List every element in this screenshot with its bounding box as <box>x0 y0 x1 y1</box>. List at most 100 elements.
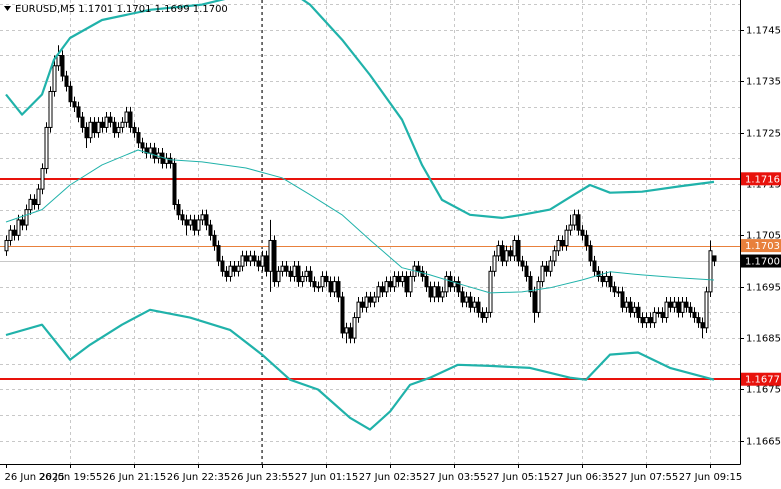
candle-body <box>356 301 361 319</box>
x-tick-label: 26 Jun 22:35 <box>167 472 231 483</box>
axes: 1.17451.17351.17251.17151.17051.16951.16… <box>5 26 781 483</box>
candle-body <box>152 147 157 159</box>
price-level-label: 1.1677 <box>745 375 780 386</box>
candle-body <box>200 214 205 221</box>
candle-body <box>180 214 185 221</box>
x-tick-label: 27 Jun 09:15 <box>679 472 743 483</box>
candle-body <box>220 260 225 272</box>
candle-body <box>592 260 597 272</box>
candle-body <box>260 255 265 267</box>
candle-body <box>428 286 433 298</box>
candle-body <box>584 234 589 247</box>
candle-body <box>660 311 665 319</box>
candle-body <box>72 101 77 108</box>
candle-body <box>400 275 405 283</box>
candle-body <box>576 214 581 231</box>
menu-arrow <box>4 6 11 11</box>
price-level-box <box>741 254 781 268</box>
x-tick-label: 27 Jun 05:15 <box>487 472 551 483</box>
candle-body <box>8 229 13 241</box>
candle-body <box>404 275 409 293</box>
x-tick-label: 27 Jun 06:35 <box>551 472 615 483</box>
candle-body <box>348 327 353 339</box>
candle-body <box>624 301 629 308</box>
candle-body <box>192 219 197 231</box>
y-tick-label: 1.1665 <box>746 437 781 448</box>
candle-body <box>384 281 389 293</box>
candle-body <box>280 265 285 272</box>
x-tick-label: 27 Jun 07:55 <box>615 472 679 483</box>
candle-body <box>572 214 577 226</box>
candle-body <box>456 281 461 293</box>
candle-body <box>248 255 253 262</box>
candle-body <box>588 245 593 262</box>
candle-body <box>116 126 121 134</box>
candle-body <box>556 239 561 252</box>
candle-body <box>228 265 233 277</box>
price-level-label: 1.1703 <box>745 241 780 252</box>
plot-area <box>0 0 740 431</box>
candle-body <box>656 311 661 314</box>
candle-body <box>376 286 381 298</box>
candle-body <box>512 239 517 257</box>
candle-body <box>24 209 29 226</box>
candle-body <box>528 275 533 293</box>
candle-body <box>608 275 613 288</box>
candle-body <box>240 255 245 267</box>
candle-body <box>464 296 469 303</box>
candle-body <box>308 270 313 283</box>
candle-body <box>596 270 601 277</box>
candle-body <box>224 270 229 277</box>
candle-body <box>408 275 413 293</box>
candle-body <box>344 327 349 334</box>
candle-body <box>48 90 53 128</box>
candle-body <box>520 260 525 267</box>
candle-body <box>288 270 293 277</box>
candle-body <box>696 317 701 324</box>
candle-body <box>560 239 565 247</box>
candle-body <box>632 306 637 313</box>
candle-body <box>188 219 193 226</box>
candle-body <box>32 198 37 206</box>
candle-body <box>44 126 49 170</box>
candle-body <box>564 229 569 247</box>
candle-body <box>396 275 401 283</box>
candle-body <box>148 147 153 154</box>
candle-body <box>480 311 485 319</box>
candle-body <box>544 265 549 272</box>
candle-body <box>424 275 429 288</box>
candle-body <box>568 224 573 231</box>
candle-body <box>636 306 641 319</box>
candle-body <box>300 275 305 283</box>
candle-body <box>120 121 125 128</box>
candle-body <box>52 65 57 92</box>
candle-body <box>136 132 141 144</box>
candle-body <box>692 311 697 319</box>
candle-body <box>420 270 425 277</box>
candle-body <box>388 281 393 288</box>
candle-body <box>392 275 397 288</box>
y-tick-label: 1.1725 <box>746 129 781 140</box>
candle-body <box>40 168 45 190</box>
candle-body <box>476 301 481 313</box>
candle-body <box>452 281 457 288</box>
candle-body <box>548 260 553 272</box>
candle-body <box>28 198 33 211</box>
candle-body <box>536 281 541 313</box>
candle-body <box>360 301 365 308</box>
y-tick-label: 1.1745 <box>746 26 781 37</box>
band-line <box>5 0 715 219</box>
candle-body <box>468 296 473 308</box>
candle-body <box>472 301 477 308</box>
candle-body <box>12 229 17 236</box>
candle-body <box>368 296 373 303</box>
candle-body <box>488 270 493 313</box>
candle-body <box>672 301 677 308</box>
price-level-label: 1.1700 <box>745 257 780 268</box>
candle-body <box>208 224 213 236</box>
price-level-label: 1.1716 <box>745 174 780 185</box>
candle-body <box>196 219 201 231</box>
candle-body <box>268 239 273 272</box>
candle-body <box>504 250 509 262</box>
candle-body <box>76 106 81 118</box>
